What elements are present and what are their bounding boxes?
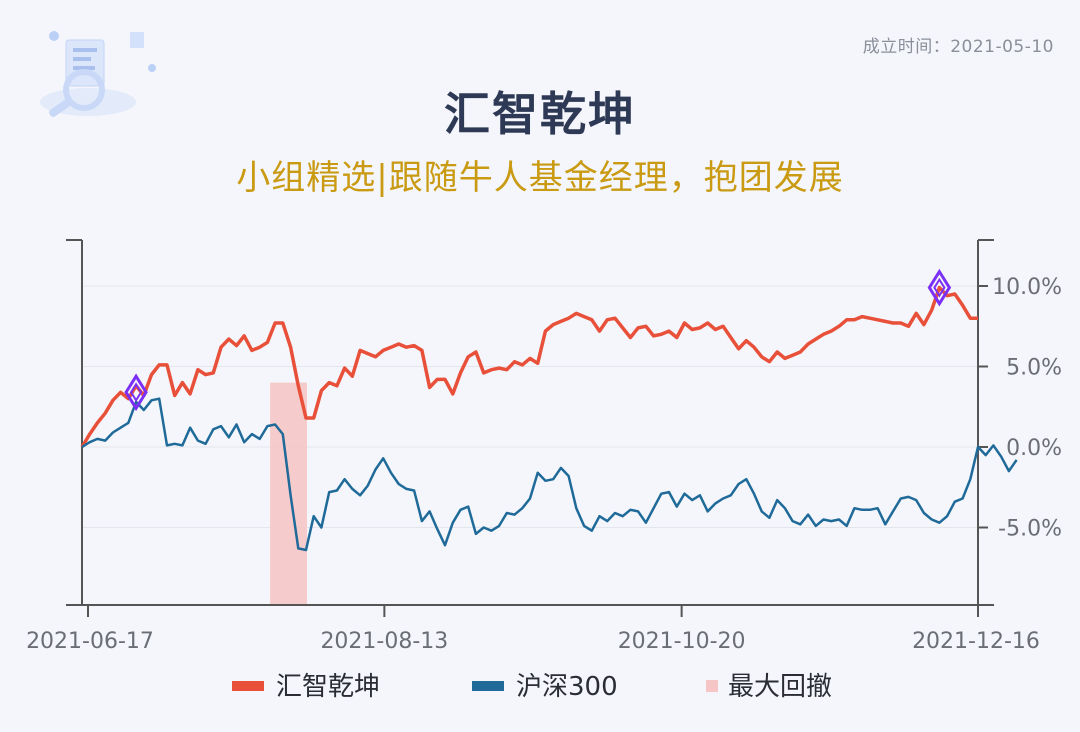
x-tick-label: 2021-12-16 bbox=[912, 629, 1040, 654]
legend-label-drawdown: 最大回撤 bbox=[728, 672, 832, 702]
x-tick-label: 2021-06-17 bbox=[26, 629, 154, 654]
y-tick-label: 0.0% bbox=[1006, 436, 1062, 461]
diamond-marker-inner-icon bbox=[933, 277, 946, 298]
legend-swatch-index bbox=[472, 681, 504, 691]
performance-chart: 10.0% 5.0% 0.0% -5.0% 2021-06-17 2021-08-13 20… bbox=[26, 239, 1062, 702]
x-tick-label: 2021-10-20 bbox=[618, 629, 746, 654]
legend-label-fund: 汇智乾坤 bbox=[276, 672, 380, 702]
diamond-marker-icon bbox=[124, 373, 148, 412]
diamond-marker-icon bbox=[927, 268, 952, 307]
legend-label-index: 沪深300 bbox=[516, 672, 618, 702]
fund-series-line bbox=[80, 285, 978, 448]
y-tick-label: 5.0% bbox=[1006, 356, 1062, 381]
y-tick-label: -5.0% bbox=[998, 517, 1062, 542]
legend-swatch-fund bbox=[232, 681, 264, 691]
y-tick-label: 10.0% bbox=[992, 275, 1062, 300]
x-tick-label: 2021-08-13 bbox=[320, 629, 448, 654]
max-drawdown-band bbox=[270, 382, 307, 605]
founded-date: 成立时间：2021-05-10 bbox=[862, 37, 1054, 57]
search-illustration-icon bbox=[40, 31, 156, 117]
legend-swatch-drawdown bbox=[706, 680, 718, 692]
index-series-line bbox=[81, 397, 1018, 552]
fund-subtitle: 小组精选|跟随牛人基金经理，抱团发展 bbox=[236, 158, 844, 198]
fund-title: 汇智乾坤 bbox=[444, 87, 636, 141]
diamond-marker-inner-icon bbox=[129, 382, 143, 403]
